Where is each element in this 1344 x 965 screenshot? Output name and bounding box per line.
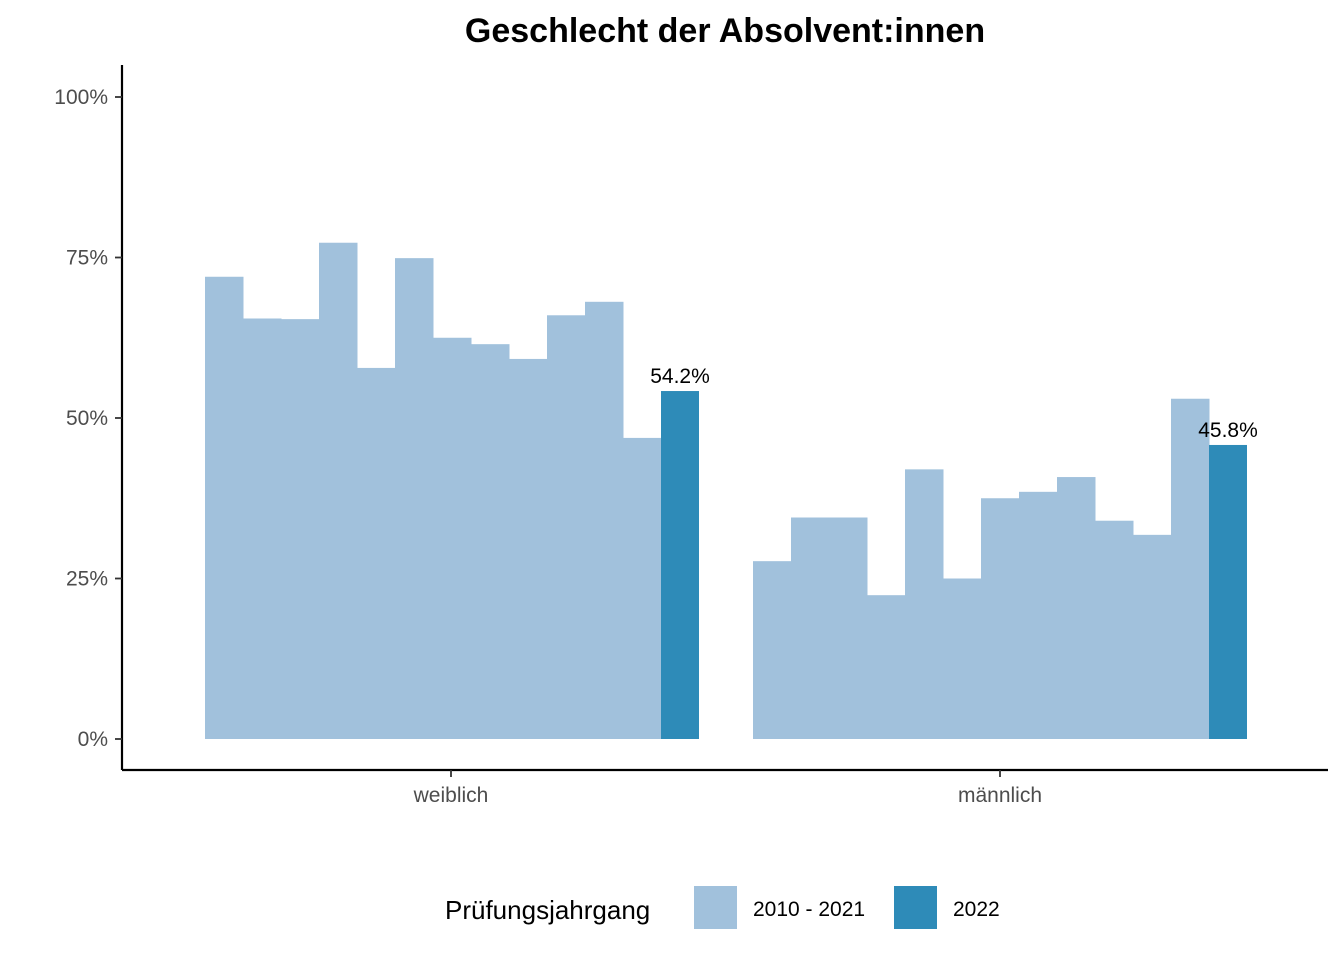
bar-männlich-historic-4	[867, 595, 906, 739]
bar-männlich-historic-1	[753, 561, 792, 739]
bar-weiblich-historic-12	[623, 437, 662, 739]
y-tick-label: 50%	[66, 407, 108, 430]
bar-weiblich-historic-4	[319, 242, 358, 739]
x-tick-label-männlich: männlich	[958, 784, 1042, 807]
bar-männlich-historic-7	[981, 498, 1020, 739]
bar-weiblich-historic-2	[243, 318, 282, 739]
bar-weiblich-historic-5	[357, 367, 396, 739]
y-tick-label: 25%	[66, 568, 108, 591]
bar-weiblich-historic-11	[585, 301, 624, 739]
y-tick-label: 0%	[78, 728, 108, 751]
legend-key-1	[694, 886, 737, 929]
bar-männlich-historic-5	[905, 469, 944, 739]
bar-weiblich-historic-6	[395, 258, 434, 739]
x-tick-label-weiblich: weiblich	[413, 784, 489, 807]
legend-key-2	[894, 886, 937, 929]
bar-weiblich-historic-10	[547, 315, 586, 739]
bar-männlich-historic-3	[829, 517, 868, 739]
bars-layer	[205, 242, 1247, 739]
axes-layer: 0% 25% 50% 75% 100% weiblich männlich	[54, 65, 1328, 807]
bar-männlich-historic-8	[1019, 491, 1058, 739]
bar-weiblich-2022	[661, 391, 699, 739]
data-label-männlich-2022: 45.8%	[1198, 419, 1258, 442]
legend-label-1: 2010 - 2021	[753, 898, 865, 921]
bar-männlich-historic-9	[1057, 477, 1096, 739]
bar-weiblich-historic-8	[471, 344, 510, 739]
legend-title: Prüfungsjahrgang	[445, 895, 650, 925]
y-tick-label: 100%	[54, 86, 108, 109]
bar-männlich-historic-12	[1171, 398, 1210, 739]
legend-label-2: 2022	[953, 898, 1000, 921]
bar-männlich-historic-6	[943, 578, 982, 739]
data-labels-layer: 54.2% 45.8%	[650, 365, 1258, 442]
data-label-weiblich-2022: 54.2%	[650, 365, 710, 388]
bar-weiblich-historic-7	[433, 337, 472, 739]
y-tick-label: 75%	[66, 247, 108, 270]
bar-männlich-2022	[1209, 444, 1247, 739]
bar-weiblich-historic-1	[205, 276, 244, 739]
chart-title: Geschlecht der Absolvent:innen	[465, 12, 985, 50]
bar-männlich-historic-10	[1095, 520, 1134, 739]
bar-männlich-historic-2	[791, 517, 830, 739]
bar-weiblich-historic-9	[509, 358, 548, 739]
bar-männlich-historic-11	[1133, 534, 1172, 739]
bar-weiblich-historic-3	[281, 319, 320, 739]
legend: Prüfungsjahrgang 2010 - 2021 2022	[445, 886, 1000, 929]
